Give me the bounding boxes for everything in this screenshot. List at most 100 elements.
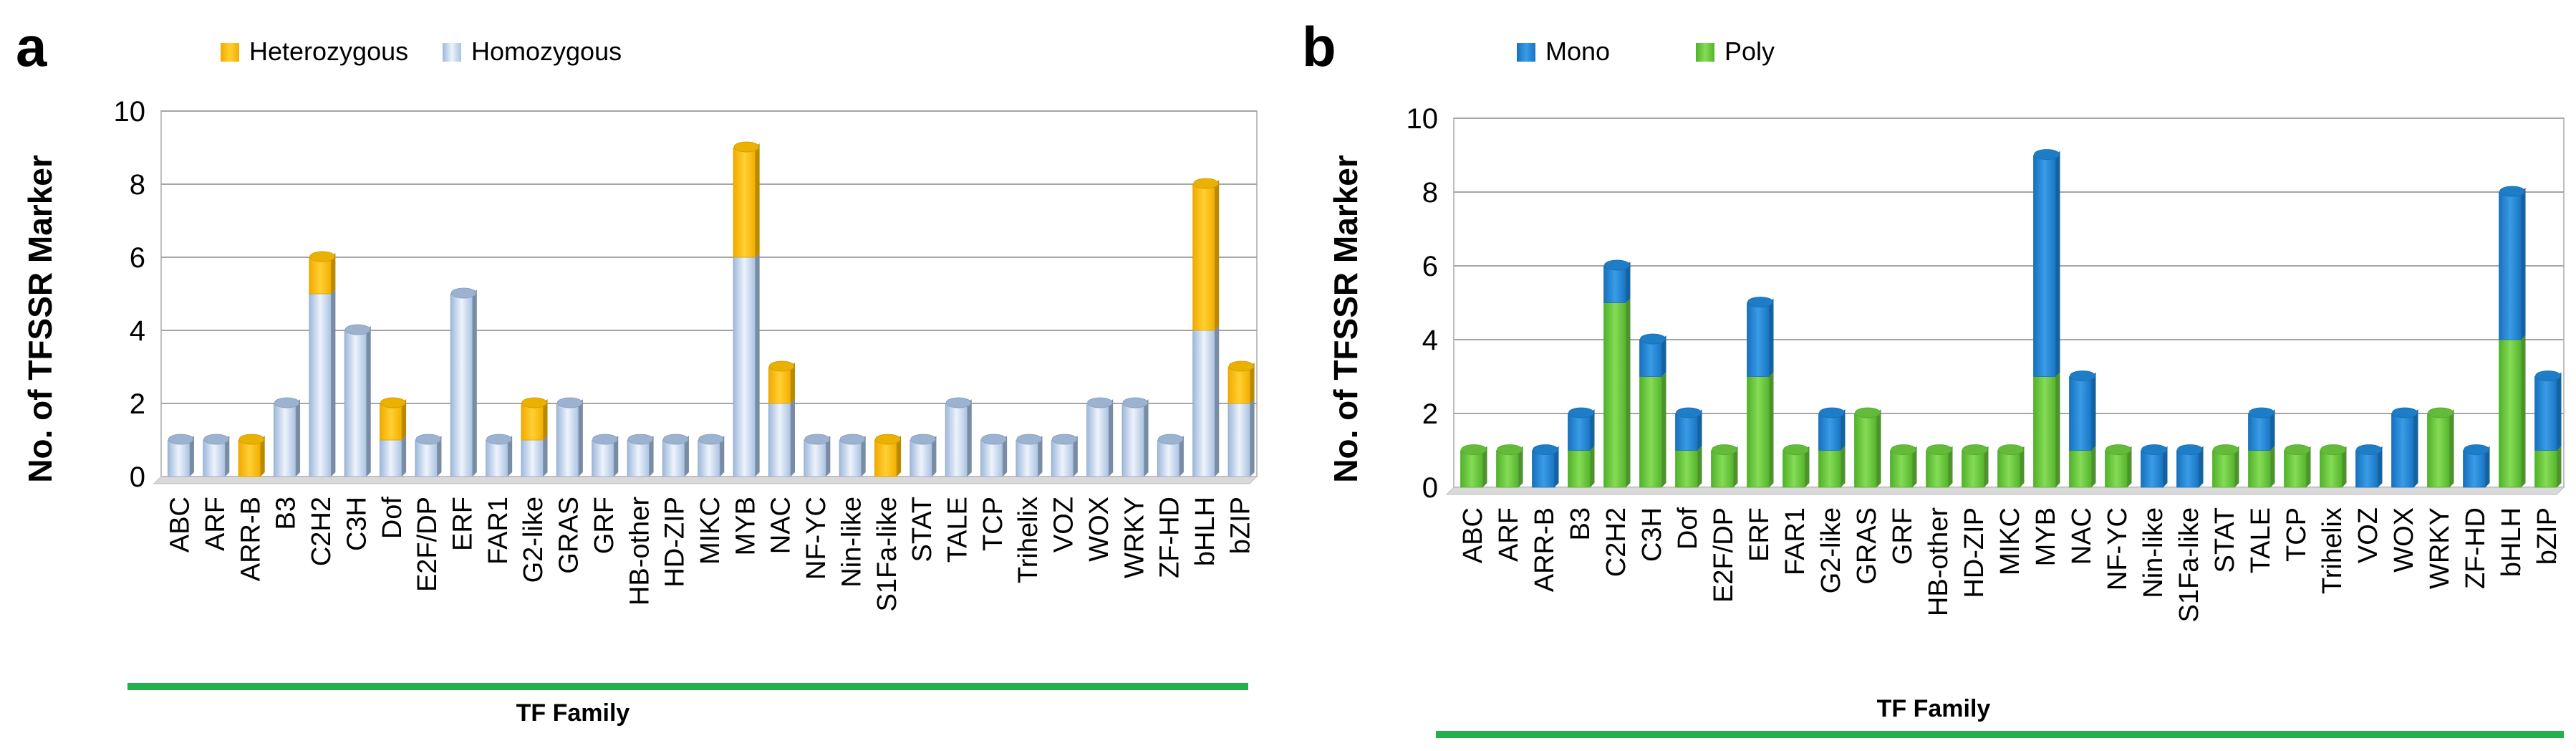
bar-poly xyxy=(2499,339,2522,488)
legend-swatch-homozygous xyxy=(443,43,461,62)
bar-poly xyxy=(1639,376,1662,488)
bar-homozygous-top xyxy=(592,434,618,445)
x-tick-label: ABC xyxy=(165,497,196,553)
x-tick-label: HB-other xyxy=(1924,507,1954,616)
bar-homozygous xyxy=(203,439,226,477)
bar-mono-side xyxy=(2557,372,2562,451)
bar-heterozygous-side xyxy=(897,436,902,477)
bar-poly xyxy=(2427,413,2450,488)
bar-homozygous xyxy=(1157,439,1180,477)
bar-poly-side xyxy=(1733,446,1738,487)
bar-poly-top xyxy=(1962,444,1988,455)
bar-mono xyxy=(1675,413,1698,451)
bar-homozygous-top xyxy=(450,287,477,299)
x-tick-label: S1Fa-like xyxy=(2174,507,2204,623)
x-tick-label: C3H xyxy=(342,497,372,551)
bar-homozygous-top xyxy=(1122,397,1148,408)
bar-poly-side xyxy=(2270,446,2275,487)
bar-heterozygous-top xyxy=(380,397,406,408)
bar-homozygous-side xyxy=(331,290,336,477)
bar-homozygous xyxy=(556,403,579,477)
x-tick-label: Trihelix xyxy=(2317,507,2348,594)
bar-homozygous-top xyxy=(804,434,830,445)
x-tick-label: E2F/DP xyxy=(1709,507,1739,603)
bar-heterozygous-top xyxy=(733,141,760,153)
plot-area: 0 2 4 6 8 10 ABC ARF ARR-B B3 C2H2 C3H Dof E2F/DP ERF F… xyxy=(1407,103,2565,623)
y-tick-label: 8 xyxy=(1422,177,1438,209)
bar-poly-side xyxy=(1697,446,1702,487)
bar-poly-top xyxy=(2285,444,2310,455)
x-tick-label: Nin-like xyxy=(2138,507,2169,598)
bar-heterozygous xyxy=(1192,183,1215,331)
bar-poly-top xyxy=(2213,444,2239,455)
bar-poly-side xyxy=(1984,446,1989,487)
bar-poly-side xyxy=(1805,446,1810,487)
x-tick-label: NF-YC xyxy=(2103,507,2133,590)
legend-label-homozygous: Homozygous xyxy=(471,37,622,66)
bar-homozygous-top xyxy=(415,434,441,445)
bar-heterozygous-top xyxy=(309,251,335,262)
bar-poly xyxy=(1460,450,1483,488)
legend-label-mono: Mono xyxy=(1545,37,1610,66)
x-tick-label: WOX xyxy=(1084,497,1114,562)
bar-homozygous-side xyxy=(967,399,972,477)
bar-heterozygous-top xyxy=(238,434,265,445)
x-tick-label: MYB xyxy=(730,497,761,555)
bar-mono xyxy=(1639,339,1662,377)
bar-heterozygous xyxy=(874,439,897,477)
bar-homozygous xyxy=(380,439,402,477)
x-tick-label: bZIP xyxy=(1225,497,1255,554)
x-tick-label: bHLH xyxy=(1190,497,1220,566)
x-tick-label: TALE xyxy=(2246,507,2276,573)
x-tick-label: NAC xyxy=(2067,507,2097,565)
bar-homozygous-top xyxy=(839,434,866,445)
x-tick-label: TCP xyxy=(2282,507,2312,562)
bar-homozygous-side xyxy=(791,399,796,477)
bar-mono-side xyxy=(1626,262,1631,303)
bar-homozygous-top xyxy=(203,434,229,445)
bar-heterozygous-top xyxy=(769,360,795,372)
bar-mono-side xyxy=(2485,446,2490,487)
bar-poly xyxy=(1783,450,1805,488)
bar-mono-top xyxy=(1604,259,1630,271)
y-tick-label: 4 xyxy=(1422,325,1438,356)
y-tick-label: 10 xyxy=(1407,103,1439,135)
bar-poly-side xyxy=(2234,446,2239,487)
x-tick-label: ARR-B xyxy=(236,497,266,581)
bar-poly-top xyxy=(1926,444,1952,455)
bar-poly-side xyxy=(1626,298,1631,487)
bar-heterozygous-top xyxy=(1228,360,1255,372)
bar-poly-side xyxy=(1661,372,1666,487)
x-tick-label: MYB xyxy=(2031,507,2061,566)
bar-homozygous-side xyxy=(1250,399,1255,477)
bar-mono xyxy=(1532,450,1555,488)
x-tick-label: S1Fa-like xyxy=(872,497,902,612)
y-tick-label: 2 xyxy=(1422,398,1438,430)
bar-mono-top xyxy=(1640,333,1666,345)
panel-b: b Mono Poly No. of TFSSR Marker 0 2 4 6 8 10 A… xyxy=(1302,15,2565,738)
legend-swatch-heterozygous xyxy=(221,43,239,62)
bar-mono-top xyxy=(2141,444,2167,455)
bar-homozygous-side xyxy=(543,436,548,477)
x-tick-label: G2-like xyxy=(1816,507,1846,593)
bar-poly xyxy=(1747,376,1770,488)
x-tick-label: GRF xyxy=(1888,507,1918,565)
bar-homozygous-side xyxy=(437,436,442,477)
bar-homozygous-top xyxy=(981,434,1007,445)
bar-homozygous xyxy=(627,439,650,477)
x-tick-label: HD-ZIP xyxy=(660,497,690,588)
bar-heterozygous-side xyxy=(402,399,407,440)
x-tick-label: GRAS xyxy=(1852,507,1882,585)
bar-heterozygous-side xyxy=(755,143,760,257)
y-tick-label: 8 xyxy=(130,169,145,201)
bar-poly xyxy=(1711,450,1734,488)
bar-poly-side xyxy=(1482,446,1487,487)
x-tick-label: WRKY xyxy=(1119,497,1149,578)
bar-heterozygous-top xyxy=(875,434,901,445)
bar-homozygous-side xyxy=(366,326,371,477)
x-axis-green-bar xyxy=(127,683,1248,690)
bar-mono xyxy=(1818,413,1841,451)
bar-homozygous xyxy=(698,439,720,477)
bar-homozygous xyxy=(309,293,332,477)
bar-mono xyxy=(1747,302,1770,377)
